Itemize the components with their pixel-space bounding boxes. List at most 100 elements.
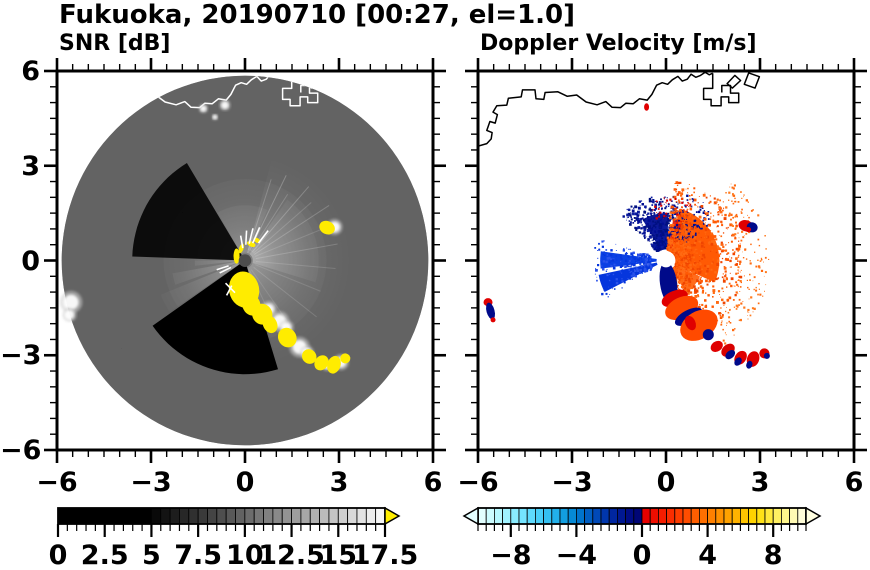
velocity-panel-plot — [465, 58, 867, 463]
colorbar-cell — [715, 507, 725, 525]
center-spike — [239, 235, 244, 249]
colorbar-cell — [576, 507, 586, 525]
colorbar-cell — [502, 507, 512, 525]
colorbar-cell — [682, 507, 692, 525]
velocity-blob — [745, 227, 752, 233]
colorbar-cell — [179, 507, 190, 525]
colorbar-cell — [132, 507, 143, 525]
y-tick-label: 3 — [21, 150, 40, 182]
strong-echo-white — [221, 101, 229, 109]
coastline-pier-block — [322, 75, 340, 89]
colorbar-cell — [347, 507, 358, 525]
colorbar-tick-label: 7.5 — [174, 540, 223, 570]
echo-fan-west — [172, 261, 238, 285]
colorbar-cell — [756, 507, 766, 525]
colorbar-cell — [328, 507, 339, 525]
colorbars — [56, 506, 822, 537]
snr-plot-area — [59, 75, 429, 446]
y-tick-label: −3 — [0, 340, 42, 372]
colorbar-cell — [300, 507, 311, 525]
overflow-arrow-right — [384, 506, 401, 526]
colorbar-cell — [797, 507, 807, 525]
colorbar-cell — [772, 507, 782, 525]
colorbar-cell — [375, 507, 386, 525]
colorbar-cell — [365, 507, 377, 525]
colorbar-cell — [789, 507, 799, 525]
velocity-spray — [666, 181, 745, 331]
colorbar-cell — [197, 507, 208, 525]
colorbar-cell — [690, 507, 700, 525]
colorbar-cell — [748, 507, 758, 525]
echo-fan — [217, 205, 268, 254]
colorbar-cell — [707, 507, 717, 525]
y-tick-label: 0 — [21, 245, 40, 277]
colorbar-cell — [216, 507, 227, 525]
strong-echo-yellow — [277, 327, 297, 348]
colorbar-cell — [633, 507, 643, 525]
colorbar-tick-label: 0 — [632, 540, 652, 570]
velocity-blob — [702, 329, 714, 341]
snr-colorbar — [56, 506, 401, 537]
strong-echo-yellow — [233, 248, 240, 264]
colorbar-cell — [543, 507, 553, 525]
colorbar-cell — [649, 507, 659, 525]
strong-echo-white — [63, 294, 79, 310]
vel-plot-area — [478, 71, 770, 369]
x-tick-label: 6 — [423, 467, 443, 498]
coastline — [478, 71, 761, 147]
colorbar-tick-label: −4 — [555, 540, 598, 570]
colorbar-cell — [104, 507, 115, 525]
radial-ray — [253, 266, 317, 318]
colorbar-tick-label: 10 — [226, 540, 264, 570]
velocity-blob — [746, 360, 753, 369]
echo-fan-west — [194, 260, 238, 266]
colorbar-cell — [244, 507, 255, 525]
coastline-pier-block — [305, 75, 321, 89]
panel-title-snr: SNR [dB] — [59, 31, 171, 56]
strong-echo-white — [212, 114, 218, 120]
strong-echo-yellow — [340, 353, 351, 364]
colorbar-cell — [76, 507, 87, 525]
radial-ray — [255, 260, 336, 269]
x-tick-label: −3 — [130, 467, 172, 498]
colorbar-cell — [188, 507, 199, 525]
panel-axes — [44, 58, 446, 463]
colorbar-cell — [309, 507, 320, 525]
strong-echo-white — [64, 310, 75, 320]
colorbar-cell — [551, 507, 561, 525]
colorbar-cell — [272, 507, 283, 525]
colorbar-cell — [781, 507, 791, 525]
strong-echo-yellow — [319, 220, 335, 235]
x-tick-label: 3 — [329, 467, 349, 498]
velocity-spray — [594, 240, 653, 298]
colorbar-cell — [94, 507, 106, 525]
colorbar-cell — [518, 507, 528, 525]
colorbar-cell — [66, 507, 78, 525]
colorbar-cell — [666, 507, 676, 525]
strong-echo-yellow — [314, 355, 329, 371]
colorbar-cell — [253, 507, 264, 525]
velocity-blob — [644, 103, 650, 111]
radar-center-hole — [659, 253, 673, 268]
radial-ray — [255, 243, 338, 260]
colorbar-tick-label: 8 — [763, 540, 783, 570]
strong-echo-yellow — [262, 315, 278, 334]
colorbar-cell — [337, 507, 349, 525]
velocity-spray — [622, 195, 676, 252]
colorbar-cell — [559, 507, 569, 525]
velocity-blob — [710, 340, 723, 352]
colorbar-cell — [567, 507, 577, 525]
colorbar-cell — [608, 507, 618, 525]
colorbar-cell — [225, 507, 236, 525]
colorbar-cell — [235, 507, 246, 525]
coastline-main — [478, 71, 714, 147]
colorbar-cell — [477, 507, 487, 525]
y-tick-label: −6 — [0, 435, 42, 466]
colorbar-cell — [123, 507, 134, 525]
x-tick-label: −6 — [457, 467, 499, 498]
radial-ray — [247, 179, 272, 251]
x-tick-label: 0 — [656, 467, 676, 498]
velocity-blob — [725, 349, 736, 360]
colorbar-cell — [641, 507, 651, 525]
velocity-blob — [684, 315, 696, 331]
